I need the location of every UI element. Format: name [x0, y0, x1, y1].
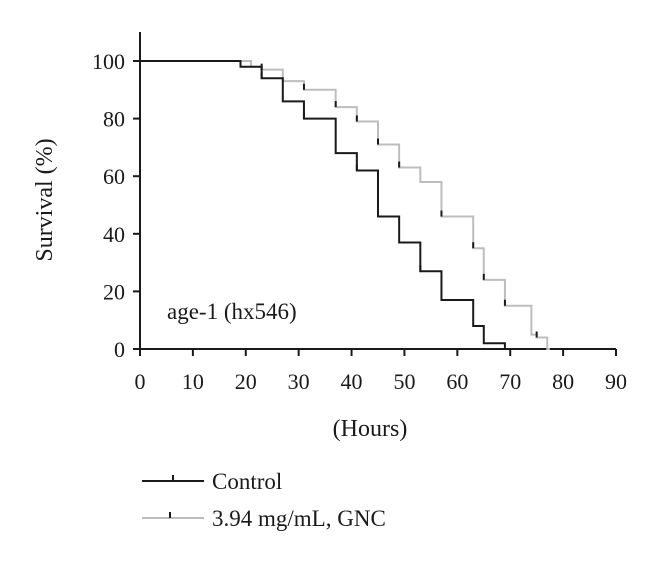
- x-tick-label: 90: [605, 369, 627, 394]
- y-ticks: 0 20 40 60 80 100: [92, 49, 140, 362]
- x-tick-label: 0: [135, 369, 146, 394]
- x-tick-label: 30: [288, 369, 310, 394]
- x-tick-label: 50: [393, 369, 415, 394]
- series-group: [140, 60, 550, 350]
- legend-label-gnc: 3.94 mg/mL, GNC: [212, 506, 386, 531]
- x-tick-label: 80: [552, 369, 574, 394]
- x-tick-label: 40: [341, 369, 363, 394]
- x-ticks: 0 10 20 30 40 50 60 70 80 90: [135, 349, 627, 394]
- x-tick-label: 20: [235, 369, 257, 394]
- y-tick-label: 80: [103, 107, 125, 132]
- legend-label-control: Control: [212, 469, 282, 494]
- y-tick-label: 0: [114, 337, 125, 362]
- survival-curve-gnc: [140, 60, 550, 350]
- legend: Control 3.94 mg/mL, GNC: [142, 469, 386, 531]
- legend-item-gnc: 3.94 mg/mL, GNC: [142, 506, 386, 531]
- y-axis-label: Survival (%): [32, 138, 58, 261]
- x-axis-label: (Hours): [333, 416, 408, 442]
- plot-annotation: age-1 (hx546): [167, 299, 297, 324]
- y-tick-label: 40: [103, 222, 125, 247]
- series-control: [140, 60, 508, 350]
- y-tick-label: 60: [103, 164, 125, 189]
- y-tick-label: 20: [103, 279, 125, 304]
- legend-item-control: Control: [142, 469, 282, 494]
- axes: 0 10 20 30 40 50 60 70 80 90 0 20 40 60 80 100: [92, 32, 627, 394]
- x-tick-label: 70: [499, 369, 521, 394]
- x-tick-label: 10: [182, 369, 204, 394]
- survival-curve-control: [140, 60, 508, 350]
- x-tick-label: 60: [446, 369, 468, 394]
- y-tick-label: 100: [92, 49, 125, 74]
